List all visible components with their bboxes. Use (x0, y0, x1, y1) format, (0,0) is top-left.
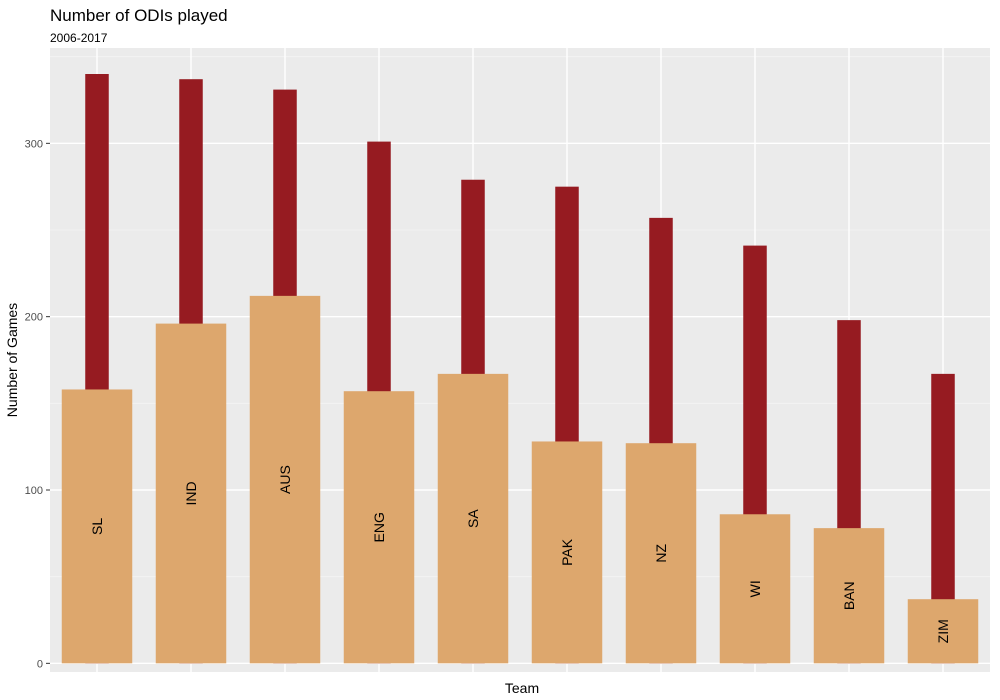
bar-category-label: IND (183, 481, 199, 505)
bar-wins (719, 514, 791, 664)
bar-category-label: WI (747, 580, 763, 597)
bar-wins (813, 528, 885, 664)
bars: SL IND AUS ENG SA PAK NZ WI BAN ZIM (61, 74, 979, 664)
bar-category-label: SL (89, 518, 105, 535)
bar-wins (249, 295, 321, 664)
y-tick-label: 300 (25, 138, 43, 150)
y-tick-label: 100 (25, 485, 43, 497)
chart-title: Number of ODIs played (50, 6, 228, 25)
y-tick-label: 200 (25, 312, 43, 324)
bar-wins (531, 441, 603, 664)
tick-labels: 0 100 200 300 (25, 138, 43, 670)
bar-wins (343, 391, 415, 664)
chart-subtitle: 2006-2017 (50, 31, 108, 45)
bar-wins (907, 599, 979, 664)
bar-category-label: PAK (559, 538, 575, 566)
bar-category-label: SA (465, 509, 481, 528)
bar-wins (155, 323, 227, 664)
bar-wins (61, 389, 133, 664)
bar-category-label: ENG (371, 512, 387, 542)
bar-category-label: AUS (277, 465, 293, 494)
y-tick-label: 0 (37, 658, 43, 670)
bar-wins (437, 373, 509, 664)
bar-wins (625, 443, 697, 664)
x-axis-title: Team (505, 680, 539, 696)
y-axis-title: Number of Games (4, 303, 20, 417)
bar-category-label: BAN (841, 581, 857, 610)
bar-total (931, 373, 955, 664)
bar-category-label: NZ (653, 543, 669, 562)
bar-category-label: ZIM (935, 619, 951, 643)
